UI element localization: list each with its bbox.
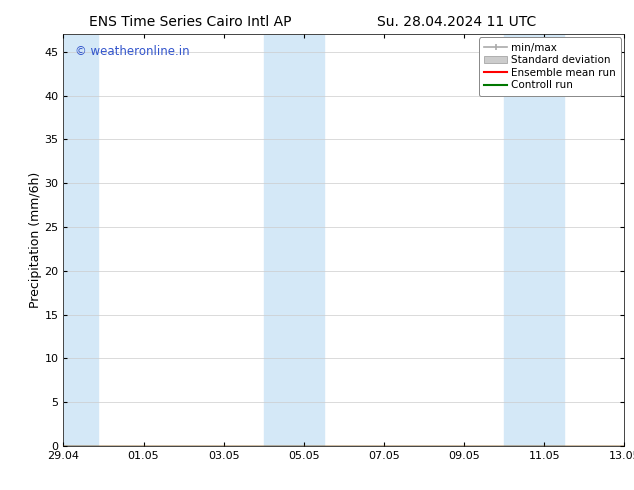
- Text: ENS Time Series Cairo Intl AP: ENS Time Series Cairo Intl AP: [89, 15, 292, 29]
- Legend: min/max, Standard deviation, Ensemble mean run, Controll run: min/max, Standard deviation, Ensemble me…: [479, 37, 621, 96]
- Bar: [63, 34, 98, 446]
- Text: Su. 28.04.2024 11 UTC: Su. 28.04.2024 11 UTC: [377, 15, 536, 29]
- Bar: [264, 34, 324, 446]
- Bar: [504, 34, 564, 446]
- Y-axis label: Precipitation (mm/6h): Precipitation (mm/6h): [29, 172, 42, 308]
- Text: © weatheronline.in: © weatheronline.in: [75, 45, 189, 58]
